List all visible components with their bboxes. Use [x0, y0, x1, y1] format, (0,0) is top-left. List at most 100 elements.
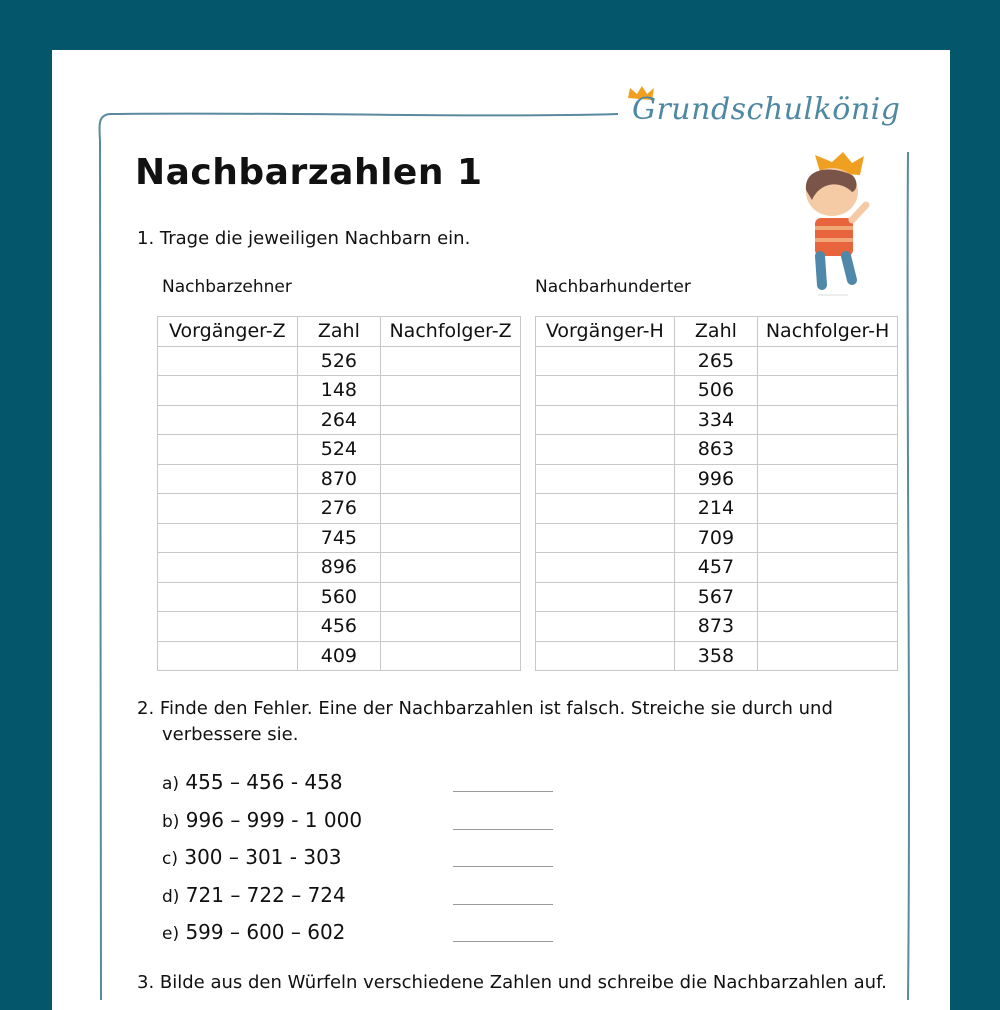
item-label: b) — [162, 811, 180, 832]
successor-cell[interactable] — [757, 404, 898, 435]
table-row: 996 — [535, 463, 898, 494]
table-row: 456 — [157, 611, 521, 642]
number-cell: 409 — [296, 640, 382, 671]
number-cell: 745 — [296, 522, 382, 553]
column-header: Vorgänger-H — [535, 316, 675, 347]
successor-cell[interactable] — [757, 493, 898, 524]
successor-cell[interactable] — [380, 493, 521, 524]
successor-cell[interactable] — [380, 345, 521, 376]
successor-cell[interactable] — [380, 463, 521, 494]
predecessor-cell[interactable] — [157, 493, 298, 524]
number-cell: 214 — [673, 493, 759, 524]
predecessor-cell[interactable] — [157, 404, 298, 435]
predecessor-cell[interactable] — [157, 552, 298, 583]
predecessor-cell[interactable] — [157, 581, 298, 612]
predecessor-cell[interactable] — [535, 375, 675, 406]
item-label: c) — [162, 849, 178, 869]
task2-item: e) 599 – 600 – 602 — [162, 920, 345, 944]
number-cell: 524 — [296, 434, 382, 465]
successor-cell[interactable] — [757, 345, 898, 376]
table-row: 457 — [535, 552, 898, 583]
column-header: Nachfolger-H — [757, 316, 898, 347]
predecessor-cell[interactable] — [535, 493, 675, 524]
item-label: e) — [162, 924, 180, 944]
table-row: 334 — [535, 404, 898, 435]
number-cell: 148 — [296, 375, 382, 406]
number-cell: 457 — [673, 552, 759, 583]
number-cell: 709 — [673, 522, 759, 553]
left-table-label: Nachbarzehner — [162, 277, 292, 297]
table-row: 148 — [157, 375, 521, 406]
column-header: Nachfolger-Z — [380, 316, 521, 347]
number-cell: 996 — [673, 463, 759, 494]
number-cell: 264 — [296, 404, 382, 435]
table-row: 870 — [157, 463, 521, 494]
item-label: a) — [162, 774, 180, 794]
number-cell: 870 — [296, 463, 382, 494]
number-cell: 560 — [296, 581, 382, 612]
table-row: 567 — [535, 581, 898, 612]
successor-cell[interactable] — [380, 581, 521, 612]
successor-cell[interactable] — [757, 375, 898, 406]
successor-cell[interactable] — [757, 581, 898, 612]
table-row: 506 — [535, 375, 898, 406]
answer-line[interactable] — [453, 828, 553, 830]
predecessor-cell[interactable] — [535, 522, 675, 553]
number-cell: 456 — [296, 611, 382, 642]
predecessor-cell[interactable] — [157, 522, 298, 553]
number-cell: 567 — [673, 581, 759, 612]
item-label: d) — [162, 886, 180, 907]
number-sequence: 455 – 456 - 458 — [185, 770, 343, 794]
number-cell: 265 — [673, 345, 759, 376]
column-header: Zahl — [296, 316, 382, 347]
predecessor-cell[interactable] — [157, 463, 298, 494]
column-header: Zahl — [673, 316, 759, 347]
successor-cell[interactable] — [380, 404, 521, 435]
successor-cell[interactable] — [757, 640, 898, 671]
right-table-label: Nachbarhunderter — [535, 277, 691, 297]
successor-cell[interactable] — [757, 552, 898, 583]
answer-line[interactable] — [453, 903, 553, 905]
number-sequence: 599 – 600 – 602 — [185, 920, 346, 944]
task2-item: b) 996 – 999 - 1 000 — [162, 808, 362, 832]
predecessor-cell[interactable] — [535, 345, 675, 376]
predecessor-cell[interactable] — [535, 404, 675, 435]
answer-line[interactable] — [453, 791, 553, 792]
predecessor-cell[interactable] — [535, 611, 675, 642]
answer-line[interactable] — [453, 866, 553, 867]
table-row: 265 — [535, 345, 898, 376]
table-row: 863 — [535, 434, 898, 465]
predecessor-cell[interactable] — [535, 434, 675, 465]
successor-cell[interactable] — [380, 640, 521, 671]
task2-item: a) 455 – 456 - 458 — [162, 770, 343, 794]
table-row: 524 — [157, 434, 521, 465]
brand-logo: Grundschulkönig — [632, 92, 901, 127]
table-row: 745 — [157, 522, 521, 553]
nachbarzehner-table: Vorgänger-Z Zahl Nachfolger-Z 526 148 264 524 8… — [157, 316, 521, 671]
successor-cell[interactable] — [380, 522, 521, 553]
answer-line[interactable] — [453, 941, 553, 942]
successor-cell[interactable] — [757, 522, 898, 553]
predecessor-cell[interactable] — [157, 434, 298, 465]
table-header-row: Vorgänger-H Zahl Nachfolger-H — [535, 316, 898, 347]
successor-cell[interactable] — [380, 375, 521, 406]
number-cell: 863 — [673, 434, 759, 465]
predecessor-cell[interactable] — [535, 552, 675, 583]
predecessor-cell[interactable] — [157, 345, 298, 376]
successor-cell[interactable] — [757, 611, 898, 642]
task2-instruction-line2: verbessere sie. — [162, 724, 299, 745]
predecessor-cell[interactable] — [157, 611, 298, 642]
table-row: 409 — [157, 640, 521, 671]
successor-cell[interactable] — [380, 552, 521, 583]
successor-cell[interactable] — [380, 611, 521, 642]
predecessor-cell[interactable] — [157, 375, 298, 406]
successor-cell[interactable] — [380, 434, 521, 465]
predecessor-cell[interactable] — [157, 640, 298, 671]
predecessor-cell[interactable] — [535, 640, 675, 671]
number-cell: 334 — [673, 404, 759, 435]
successor-cell[interactable] — [757, 463, 898, 494]
predecessor-cell[interactable] — [535, 463, 675, 494]
predecessor-cell[interactable] — [535, 581, 675, 612]
successor-cell[interactable] — [757, 434, 898, 465]
